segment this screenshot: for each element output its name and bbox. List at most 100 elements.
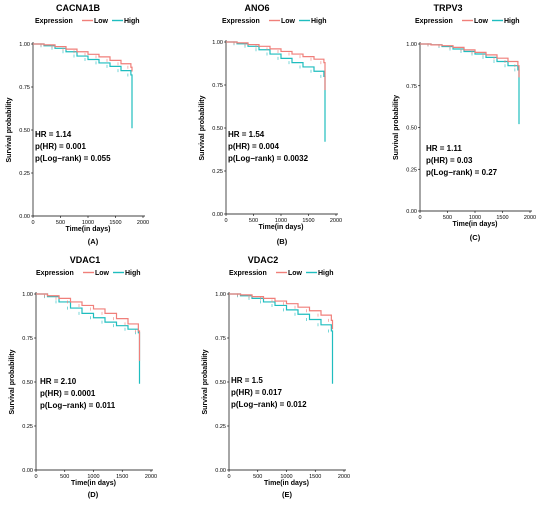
y-tick-label: 0.00 — [212, 212, 223, 218]
legend-label-low: Low — [281, 18, 296, 25]
x-tick-label: 500 — [253, 474, 262, 480]
x-tick-label: 1000 — [469, 215, 481, 221]
x-tick-label: 1000 — [82, 220, 94, 226]
chart-title: TRPV3 — [433, 3, 462, 13]
y-tick-label: 0.75 — [19, 85, 30, 91]
x-tick-label: 1500 — [309, 474, 321, 480]
x-tick-label: 2000 — [145, 474, 157, 480]
y-tick-label: 0.50 — [215, 380, 226, 386]
y-tick-label: 1.00 — [215, 292, 226, 298]
panel-label: (A) — [88, 237, 99, 246]
series-line-low — [420, 43, 520, 78]
stat-line: p(HR) = 0.004 — [228, 142, 279, 151]
legend: Expression Low High — [222, 18, 327, 25]
series-line-low — [36, 293, 141, 361]
y-tick-label: 0.75 — [406, 84, 417, 90]
legend-label-low: Low — [474, 18, 489, 25]
legend: Expression Low High — [229, 270, 334, 277]
legend-label-high: High — [504, 18, 520, 25]
x-tick-label: 1000 — [275, 218, 287, 224]
series-line-high — [33, 43, 133, 129]
y-tick-label: 0.25 — [22, 424, 33, 430]
y-tick-label: 0.50 — [212, 126, 223, 132]
y-tick-label: 1.00 — [406, 42, 417, 48]
y-tick-label: 0.25 — [212, 169, 223, 175]
y-tick-label: 0.50 — [22, 380, 33, 386]
x-tick-label: 500 — [60, 474, 69, 480]
legend: Expression Low High — [415, 18, 520, 25]
x-tick-label: 0 — [418, 215, 421, 221]
y-tick-label: 0.00 — [406, 209, 417, 215]
legend-label-low: Low — [95, 270, 110, 277]
chart-title: VDAC2 — [248, 255, 279, 265]
stat-line: p(Log−rank) = 0.27 — [426, 168, 498, 177]
panel-label: (C) — [470, 233, 481, 242]
x-tick-label: 500 — [56, 220, 65, 226]
legend-label-low: Low — [288, 270, 303, 277]
stat-line: p(HR) = 0.0001 — [40, 389, 96, 398]
series-line-low — [229, 293, 334, 330]
y-tick-label: 0.25 — [215, 424, 226, 430]
y-tick-label: 0.25 — [19, 171, 30, 177]
x-tick-label: 2000 — [330, 218, 342, 224]
stat-line: p(HR) = 0.03 — [426, 156, 473, 165]
panel-label: (D) — [88, 490, 99, 499]
y-tick-label: 0.75 — [22, 336, 33, 342]
chart-panel-d: VDAC1 Expression Low High 0.00 0.25 0.50 0.75 1.… — [9, 255, 157, 499]
x-tick-label: 1000 — [280, 474, 292, 480]
y-axis-title: Survival probability — [9, 349, 16, 414]
panel-label: (E) — [282, 490, 293, 499]
x-tick-label: 1500 — [496, 215, 508, 221]
series-line-high — [229, 293, 334, 384]
y-tick-label: 0.25 — [406, 167, 417, 173]
x-tick-label: 500 — [443, 215, 452, 221]
chart-title: CACNA1B — [56, 3, 101, 13]
chart-panel-e: VDAC2 Expression Low High 0.00 0.25 0.50 0.75 1.… — [202, 255, 350, 499]
stat-line: HR = 1.11 — [426, 144, 462, 153]
x-tick-label: 1500 — [109, 220, 121, 226]
panel-label: (B) — [277, 237, 288, 246]
y-tick-label: 0.50 — [406, 126, 417, 132]
x-tick-label: 0 — [31, 220, 34, 226]
y-tick-label: 1.00 — [212, 40, 223, 46]
stat-line: p(Log−rank) = 0.011 — [40, 401, 116, 410]
y-axis-title: Survival probability — [202, 349, 209, 414]
legend-title: Expression — [229, 270, 267, 277]
stat-line: HR = 2.10 — [40, 377, 77, 386]
x-tick-label: 1000 — [87, 474, 99, 480]
y-tick-label: 1.00 — [19, 42, 30, 48]
stat-line: HR = 1.5 — [231, 376, 263, 385]
stat-line: p(HR) = 0.017 — [231, 388, 282, 397]
x-tick-label: 0 — [227, 474, 230, 480]
legend-label-high: High — [311, 18, 327, 25]
chart-panel-c: TRPV3 Expression Low High 0.00 0.25 0.50 0.75 1.… — [393, 3, 536, 242]
stat-line: p(Log−rank) = 0.055 — [35, 154, 111, 163]
series-line-high — [36, 293, 141, 384]
series-line-high — [420, 43, 520, 125]
stat-line: p(HR) = 0.001 — [35, 142, 86, 151]
legend: Expression Low High — [35, 18, 140, 25]
chart-panel-a: CACNA1B Expression Low High 0.00 0.25 0.50 0.75… — [6, 3, 149, 246]
y-tick-label: 0.00 — [215, 468, 226, 474]
legend-title: Expression — [36, 270, 74, 277]
stat-line: p(Log−rank) = 0.0032 — [228, 154, 309, 163]
stat-line: p(Log−rank) = 0.012 — [231, 400, 307, 409]
x-axis-title: Time(in days) — [66, 226, 111, 233]
y-tick-label: 0.50 — [19, 128, 30, 134]
chart-title: VDAC1 — [70, 255, 101, 265]
y-tick-label: 0.00 — [22, 468, 33, 474]
y-axis-title: Survival probability — [199, 95, 206, 160]
legend-label-high: High — [124, 18, 140, 25]
y-tick-label: 1.00 — [22, 292, 33, 298]
series-line-low — [33, 43, 133, 72]
y-tick-label: 0.75 — [212, 83, 223, 89]
x-tick-label: 2000 — [524, 215, 536, 221]
x-axis-title: Time(in days) — [264, 480, 309, 487]
legend: Expression Low High — [36, 270, 141, 277]
x-tick-label: 2000 — [137, 220, 149, 226]
stat-line: HR = 1.14 — [35, 130, 72, 139]
legend-title: Expression — [222, 18, 260, 25]
x-tick-label: 1500 — [302, 218, 314, 224]
y-axis-title: Survival probability — [6, 97, 13, 162]
